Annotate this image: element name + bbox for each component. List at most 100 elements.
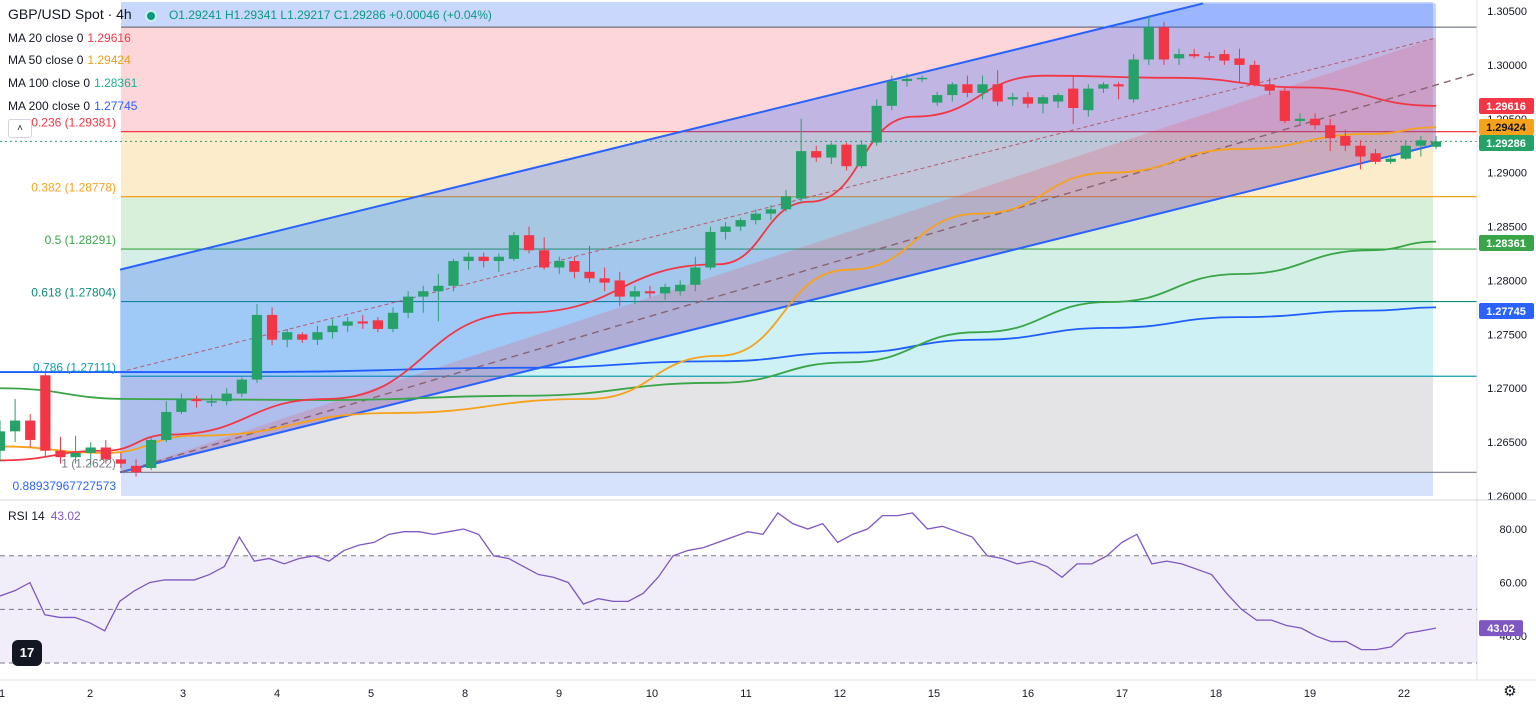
y-tick-label: 1.28500 xyxy=(1487,222,1527,234)
fib-label-0: 0.236 (1.29381) xyxy=(31,116,116,130)
candle-body xyxy=(236,379,247,394)
candle-body xyxy=(780,196,792,210)
candle-body xyxy=(85,447,96,453)
ma-legend-20[interactable]: MA 20 close 0 1.29616 xyxy=(8,31,131,45)
candle-body xyxy=(584,271,595,279)
ma-legend-label: MA 100 close 0 xyxy=(8,76,91,90)
candle-body xyxy=(372,320,384,329)
market-status-dot-icon xyxy=(145,9,158,22)
candle-body xyxy=(1052,95,1064,102)
candle-body xyxy=(402,296,414,313)
candle-body xyxy=(1340,136,1351,146)
price-label: 1.29424 xyxy=(1486,122,1527,134)
candlesticks xyxy=(0,16,1442,477)
y-tick-label: 1.27500 xyxy=(1487,329,1527,341)
ohlc-readout: O1.29241 H1.29341 L1.29217 C1.29286 +0.0… xyxy=(168,8,492,22)
candle-body xyxy=(1279,90,1290,121)
candle-body xyxy=(508,235,520,259)
rsi-value-label: 43.02 xyxy=(1487,623,1515,635)
candle-body xyxy=(977,84,988,93)
price-label-bg xyxy=(1479,98,1534,114)
candle-body xyxy=(357,321,368,324)
candle-body xyxy=(1098,84,1109,89)
candle-body xyxy=(1264,84,1275,91)
settings-gear-icon[interactable]: ⚙ xyxy=(1503,683,1517,700)
candle-body xyxy=(962,84,973,93)
ma-legend-50[interactable]: MA 50 close 0 1.29424 xyxy=(8,53,131,67)
collapse-legend-chevron-up-icon[interactable]: ˄ xyxy=(8,119,32,138)
candle-body xyxy=(795,151,807,199)
candle-body xyxy=(916,77,928,80)
candle-body xyxy=(690,267,701,285)
y-tick-label: 1.27000 xyxy=(1487,383,1527,395)
candle-body xyxy=(811,151,822,158)
candle-body xyxy=(629,291,641,297)
candle-body xyxy=(554,261,565,268)
candle-body xyxy=(297,334,308,340)
ma-legend-label: MA 200 close 0 xyxy=(8,99,91,113)
ma-legend-label: MA 50 close 0 xyxy=(8,53,84,67)
chart-header: GBP/USD Spot · 4h O1.29241 H1.29341 L1.2… xyxy=(8,6,492,22)
rsi-legend[interactable]: RSI 14 43.02 xyxy=(8,509,81,523)
candle-body xyxy=(70,452,81,458)
y-tick-label: 1.30000 xyxy=(1487,60,1527,72)
price-label: 1.27745 xyxy=(1486,306,1526,318)
candle-body xyxy=(312,332,323,340)
regression-channel xyxy=(119,2,1476,474)
candle-body xyxy=(1309,118,1321,126)
candle-body xyxy=(40,375,51,451)
y-tick-label: 1.26000 xyxy=(1487,491,1527,503)
channel-inner-line xyxy=(119,37,1437,373)
candle-body xyxy=(55,450,66,458)
candle-body xyxy=(115,459,127,464)
tradingview-logo-icon[interactable]: 17 xyxy=(12,640,42,666)
candle-body xyxy=(251,314,263,380)
candle-body xyxy=(720,226,731,232)
candle-body xyxy=(705,231,716,268)
channel-upper-line xyxy=(119,2,1204,271)
ma-legend-100[interactable]: MA 100 close 0 1.28361 xyxy=(8,76,137,90)
x-tick-label: 3 xyxy=(180,688,186,700)
y-tick-label: 1.30500 xyxy=(1487,6,1527,18)
candle-body xyxy=(1007,97,1018,100)
ma20-line xyxy=(0,74,1437,462)
x-tick-label: 2 xyxy=(87,688,93,700)
candle-body xyxy=(614,280,625,297)
symbol-title[interactable]: GBP/USD Spot · 4h xyxy=(8,6,132,22)
price-label: 1.29616 xyxy=(1486,101,1526,113)
candle-body xyxy=(992,84,1003,102)
channel-mid-line xyxy=(119,72,1476,473)
candle-body xyxy=(1113,84,1124,87)
y-tick-label: 1.29000 xyxy=(1487,168,1527,180)
candle-body xyxy=(1370,153,1381,162)
candle-body xyxy=(1234,58,1245,65)
candle-body xyxy=(100,447,111,460)
candle-body xyxy=(266,314,278,340)
candle-body xyxy=(1219,54,1230,61)
price-axis: 1.305001.300001.295001.290001.285001.280… xyxy=(1476,0,1536,705)
candle-body xyxy=(191,399,202,402)
candle-body xyxy=(735,220,746,227)
x-tick-label: 15 xyxy=(928,688,940,700)
candle-body xyxy=(675,284,686,292)
price-label-bg xyxy=(1479,303,1534,319)
candle-body xyxy=(448,261,459,286)
candle-body xyxy=(750,213,761,221)
x-tick-label: 1 xyxy=(0,688,5,700)
candle-body xyxy=(1400,145,1411,159)
ma50-line xyxy=(0,126,1437,454)
candle-body xyxy=(932,95,943,103)
ma-legend-value: 1.29424 xyxy=(87,53,131,67)
candle-body xyxy=(1385,158,1396,162)
candle-body xyxy=(659,286,671,294)
candle-body xyxy=(1294,118,1306,121)
fibonacci-zones xyxy=(0,2,1477,496)
ma-legend-value: 1.28361 xyxy=(94,76,138,90)
candle-body xyxy=(1204,56,1215,58)
candle-body xyxy=(146,439,157,468)
ma100-line xyxy=(0,240,1437,401)
candle-body xyxy=(599,278,610,283)
ma-legend-200[interactable]: MA 200 close 0 1.27745 xyxy=(8,99,137,113)
